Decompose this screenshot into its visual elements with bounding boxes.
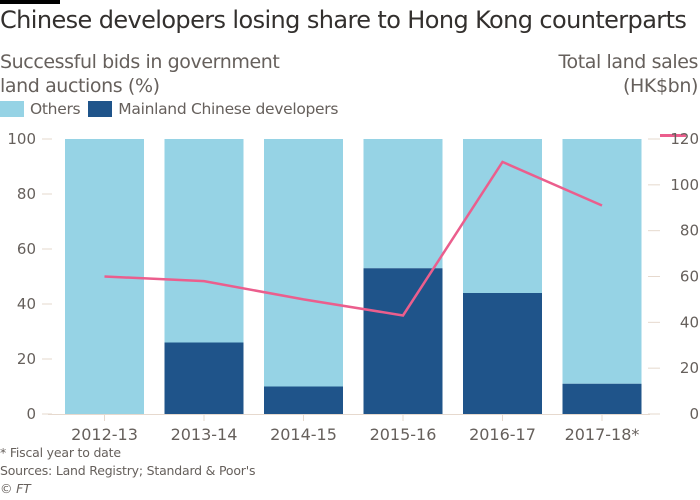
x-tick-label: 2012-13 [71,425,138,444]
right-tick-label: 120 [670,130,699,148]
left-tick-label: 0 [26,405,36,423]
legend: Others Mainland Chinese developers [0,100,346,118]
footnote: * Fiscal year to date [0,445,121,460]
x-tick-label: 2013-14 [171,425,238,444]
chart-title: Chinese developers losing share to Hong … [0,6,687,34]
legend-line-key-land-sales [660,134,686,137]
left-tick-label: 100 [7,130,36,148]
left-tick-label: 60 [17,240,36,258]
x-tick-label: 2017-18* [565,425,640,444]
copyright: © FT [0,481,31,496]
line-land-sales [104,160,603,317]
right-tick-label: 0 [689,405,699,423]
legend-swatch-others [0,101,24,117]
x-tick-label: 2016-17 [469,425,536,444]
x-tick-label: 2015-16 [370,425,437,444]
bar-others [363,139,443,269]
right-axis-title: Total land sales (HK$bn) [559,50,699,98]
bar-mainland [363,268,443,414]
brand-bar [0,0,60,4]
left-axis-title-line1: Successful bids in government [0,51,280,73]
right-tick-label: 20 [680,359,699,377]
footer: * Fiscal year to date Sources: Land Regi… [0,444,255,498]
left-tick-label: 20 [17,350,36,368]
bar-mainland [264,386,343,414]
left-axis-title: Successful bids in government land aucti… [0,50,280,98]
left-tick-label: 40 [17,295,36,313]
right-tick-label: 100 [670,176,699,194]
bar-others [562,139,642,384]
sources: Sources: Land Registry; Standard & Poor'… [0,463,256,478]
legend-swatch-mainland [88,101,113,117]
x-tick-label: 2014-15 [270,425,337,444]
left-tick-label: 80 [17,185,36,203]
right-tick-label: 60 [680,268,699,286]
right-tick-label: 80 [680,222,699,240]
legend-item-mainland: Mainland Chinese developers [88,100,338,118]
legend-item-others: Others [0,100,81,118]
legend-label-mainland: Mainland Chinese developers [118,100,339,118]
bar-mainland [562,383,642,414]
bar-mainland [164,342,244,414]
bar-others [264,139,343,387]
right-axis-title-line1: Total land sales [558,51,699,73]
right-tick-label: 40 [680,313,699,331]
left-axis-title-line2: land auctions (%) [0,75,160,97]
legend-label-others: Others [30,100,81,118]
bar-mainland [463,293,542,414]
bar-others [463,139,542,293]
bar-others [164,139,244,343]
right-axis-title-line2: (HK$bn) [623,75,698,97]
